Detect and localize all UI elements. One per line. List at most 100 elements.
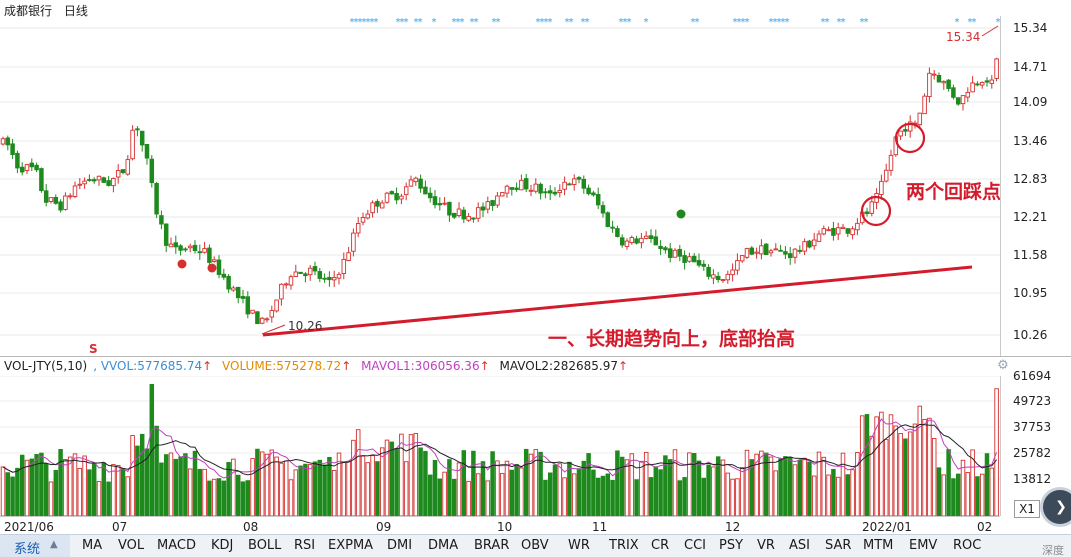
volume-arrow: ↑ [341,359,352,373]
volume-bar [730,478,735,517]
candle-body [418,178,423,189]
candle-body [480,206,486,211]
candle-body [936,74,942,83]
volume-bar [826,474,831,517]
volume-bar [975,476,980,517]
candle-body [293,271,299,277]
volume-bar [917,405,923,517]
volume-bar [615,450,620,517]
indicator-tab-dma[interactable]: DMA [428,538,459,553]
volume-bar [207,480,212,517]
volume-bar [163,454,169,517]
candle-body [941,81,947,84]
candle-body [855,222,860,231]
candle-body [754,251,759,254]
signal-star: * [370,17,375,28]
indicator-tab-roc[interactable]: ROC [953,538,982,553]
candle-body [283,283,289,286]
volume-bar [595,477,601,517]
indicator-tab-vol[interactable]: VOL [118,538,145,553]
volume-bar [591,469,596,517]
floating-assistant-button[interactable] [1040,487,1071,527]
signal-star: * [536,17,541,28]
volume-bar [879,411,884,517]
volume-bar [437,478,443,517]
candle-body [211,259,217,262]
indicator-tab-rsi[interactable]: RSI [294,538,316,553]
indicator-tab-ma[interactable]: MA [82,538,103,553]
candle-body [0,138,6,145]
price-chart[interactable]: * * * * * * * * * * * * * * * * * * * * * * * * * * * * * * * * * * * * * * * *… [0,16,1001,356]
volume-bar [605,473,611,517]
volume-bar [557,463,563,517]
date-axis-label: 10 [497,520,513,534]
volume-bar [883,439,889,517]
candle-body [5,137,11,146]
indicator-tab-emv[interactable]: EMV [909,538,938,553]
price-axis-tick: 11.58 [1013,248,1048,262]
indicator-tab-boll[interactable]: BOLL [248,538,282,553]
volume-bar [67,456,73,517]
candle-body [187,245,193,249]
volume-bar [984,453,990,517]
candle-body [384,192,390,203]
volume-bar [519,467,524,517]
volume-bar [797,459,803,517]
volume-bar [831,468,836,517]
indicator-tab-obv[interactable]: OBV [521,538,549,553]
volume-bar [864,414,870,517]
volume-bar [960,459,966,517]
signal-star: * [781,17,786,28]
signal-star: * [860,17,865,28]
indicator-tab-macd[interactable]: MACD [157,538,196,553]
indicator-tab-mtm[interactable]: MTM [863,538,894,553]
volume-indicator-name[interactable]: VOL-JTY(5,10) [4,359,88,373]
candle-body [667,248,673,258]
volume-bar [72,453,78,517]
volume-bar [5,472,11,517]
indicator-tab-wr[interactable]: WR [568,538,590,553]
volume-bar [941,474,947,517]
indicator-tab-dmi[interactable]: DMI [387,538,413,553]
volume-bar [331,470,337,517]
candle-body [389,191,395,195]
volume-bar [639,460,644,517]
chevron-icon: ❯ [1055,499,1067,515]
candle-body [523,178,529,190]
indicator-tab-brar[interactable]: BRAR [474,538,510,553]
volume-bar [571,473,577,517]
volume-bar [96,481,102,517]
panel-divider[interactable] [0,356,1071,357]
indicator-tab-asi[interactable]: ASI [789,538,810,553]
indicator-tab-kdj[interactable]: KDJ [211,538,234,553]
candle-body [600,205,606,214]
volume-chart[interactable] [0,375,1000,517]
indicator-tab-psy[interactable]: PSY [719,538,744,553]
candlestick-chart[interactable]: * * * * * * * * * * * * * * * * * * * * * * * * * * * * * * * * * * * * * * * *… [0,16,1001,356]
candle-body [163,223,169,246]
zoom-x1-button[interactable]: X1 [1014,500,1040,518]
indicator-tab-cr[interactable]: CR [651,538,670,553]
price-axis-tick: 14.71 [1013,60,1048,74]
candle-body [432,196,438,206]
indicator-tab-trix[interactable]: TRIX [609,538,639,553]
indicator-tab-expma[interactable]: EXPMA [328,538,374,553]
volume-bar [739,467,745,517]
candle-body [240,296,246,299]
volume-bar [423,450,428,517]
indicator-tab-cci[interactable]: CCI [684,538,706,553]
candle-body [43,190,49,203]
volume-axis-tick: 25782 [1013,446,1052,460]
indicator-tab-sar[interactable]: SAR [825,538,852,553]
volume-bar [903,438,908,517]
indicator-tab-vr[interactable]: VR [757,538,775,553]
settings-gear-icon[interactable]: ⚙ [997,358,1009,373]
date-axis-label: 11 [592,520,608,534]
volume-bars-chart[interactable] [0,375,1000,517]
volume-bar [274,456,279,517]
signal-star: * [374,17,379,28]
signal-star: * [581,17,586,28]
system-tab[interactable]: 系统 ▲ [0,535,70,557]
volume-bar [711,466,716,517]
candle-body [451,212,457,218]
